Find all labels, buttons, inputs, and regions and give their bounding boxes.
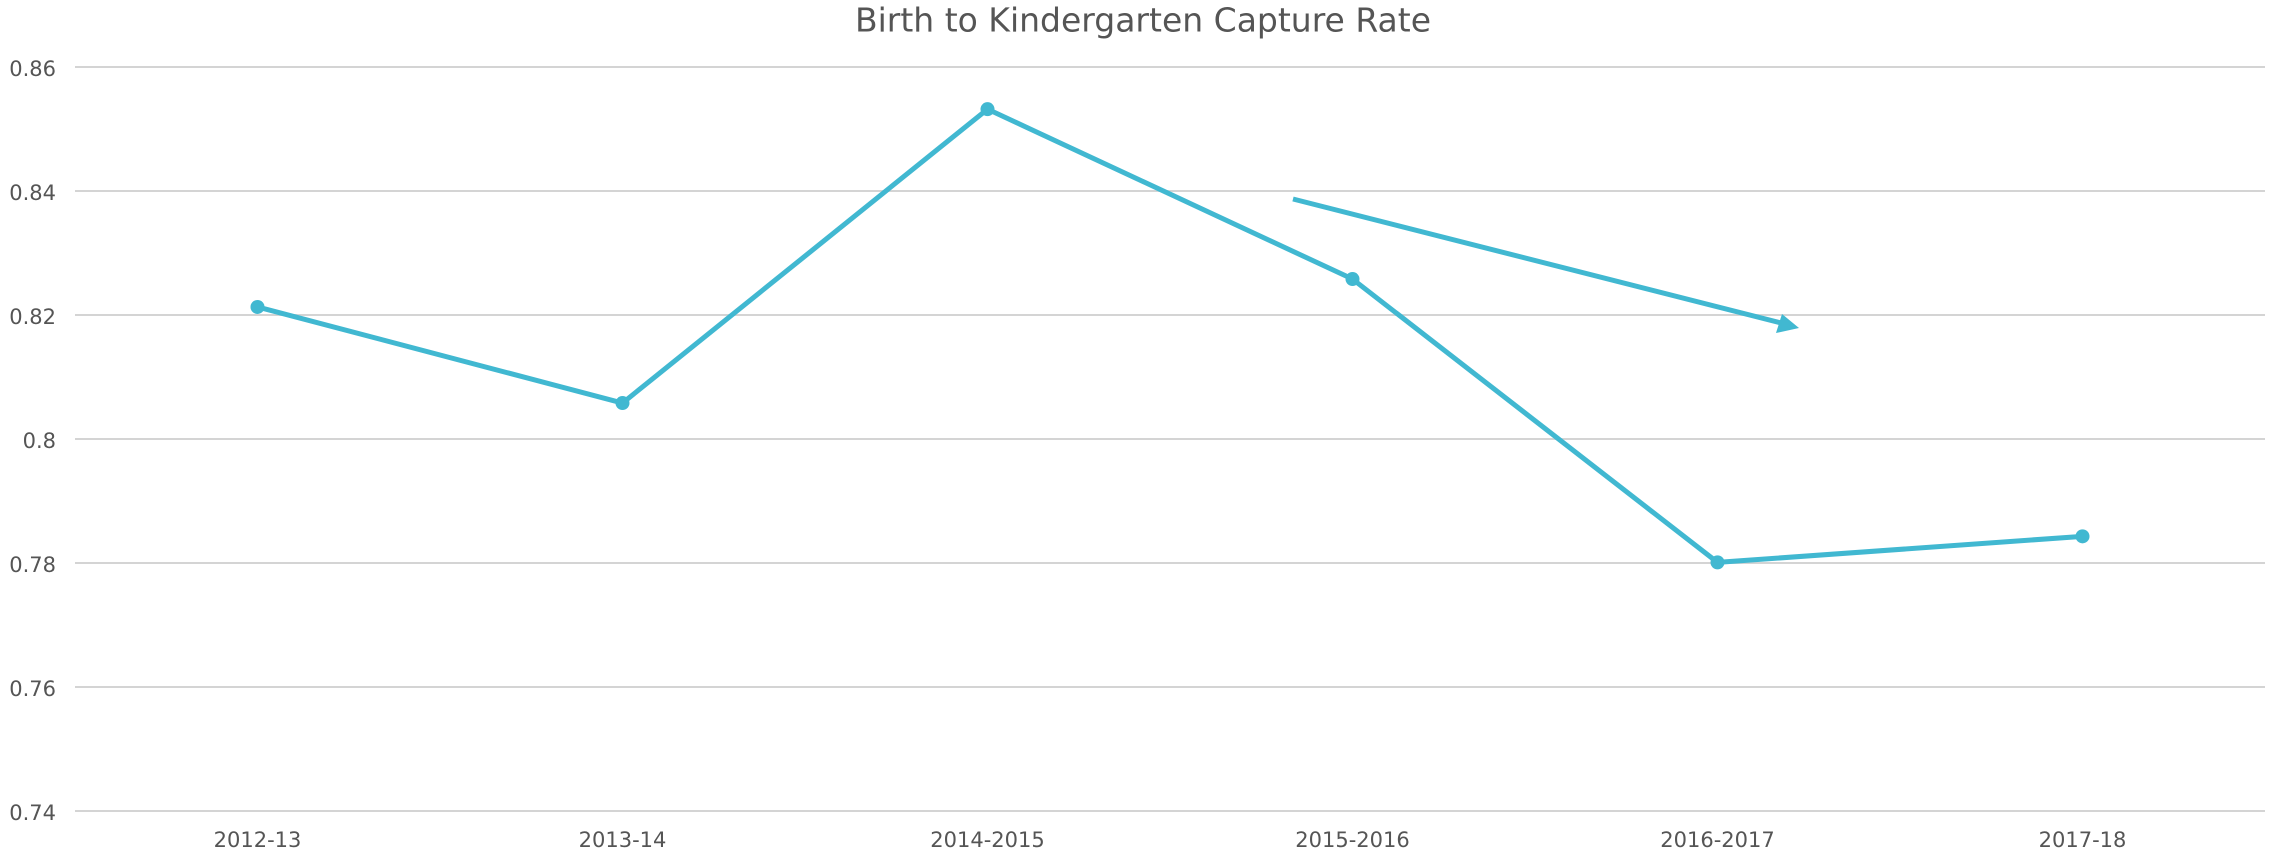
- chart-title: Birth to Kindergarten Capture Rate: [855, 1, 1431, 40]
- trend-arrow-shaft: [1292, 196, 1786, 327]
- y-tick-label: 0.76: [9, 677, 56, 701]
- x-tick-label: 2015-2016: [1295, 828, 1409, 852]
- x-tick-label: 2017-18: [2039, 828, 2127, 852]
- data-point: [250, 299, 265, 314]
- data-point: [615, 396, 630, 411]
- y-tick-label: 0.84: [9, 181, 56, 205]
- y-tick-label: 0.78: [9, 553, 56, 577]
- data-line: [256, 106, 2083, 565]
- y-tick-label: 0.82: [9, 305, 56, 329]
- y-tick-label: 0.8: [23, 429, 56, 453]
- data-point: [980, 102, 995, 117]
- y-tick-label: 0.74: [9, 801, 56, 825]
- data-point: [2075, 529, 2090, 544]
- y-tick-label: 0.86: [9, 57, 56, 81]
- x-tick-label: 2013-14: [579, 828, 667, 852]
- x-tick-label: 2016-2017: [1660, 828, 1774, 852]
- data-point: [1710, 555, 1725, 570]
- data-point: [1345, 272, 1360, 287]
- x-tick-label: 2014-2015: [930, 828, 1044, 852]
- trend-arrow-head: [1776, 314, 1799, 333]
- x-tick-label: 2012-13: [214, 828, 302, 852]
- trend-arrow: [1292, 196, 1799, 333]
